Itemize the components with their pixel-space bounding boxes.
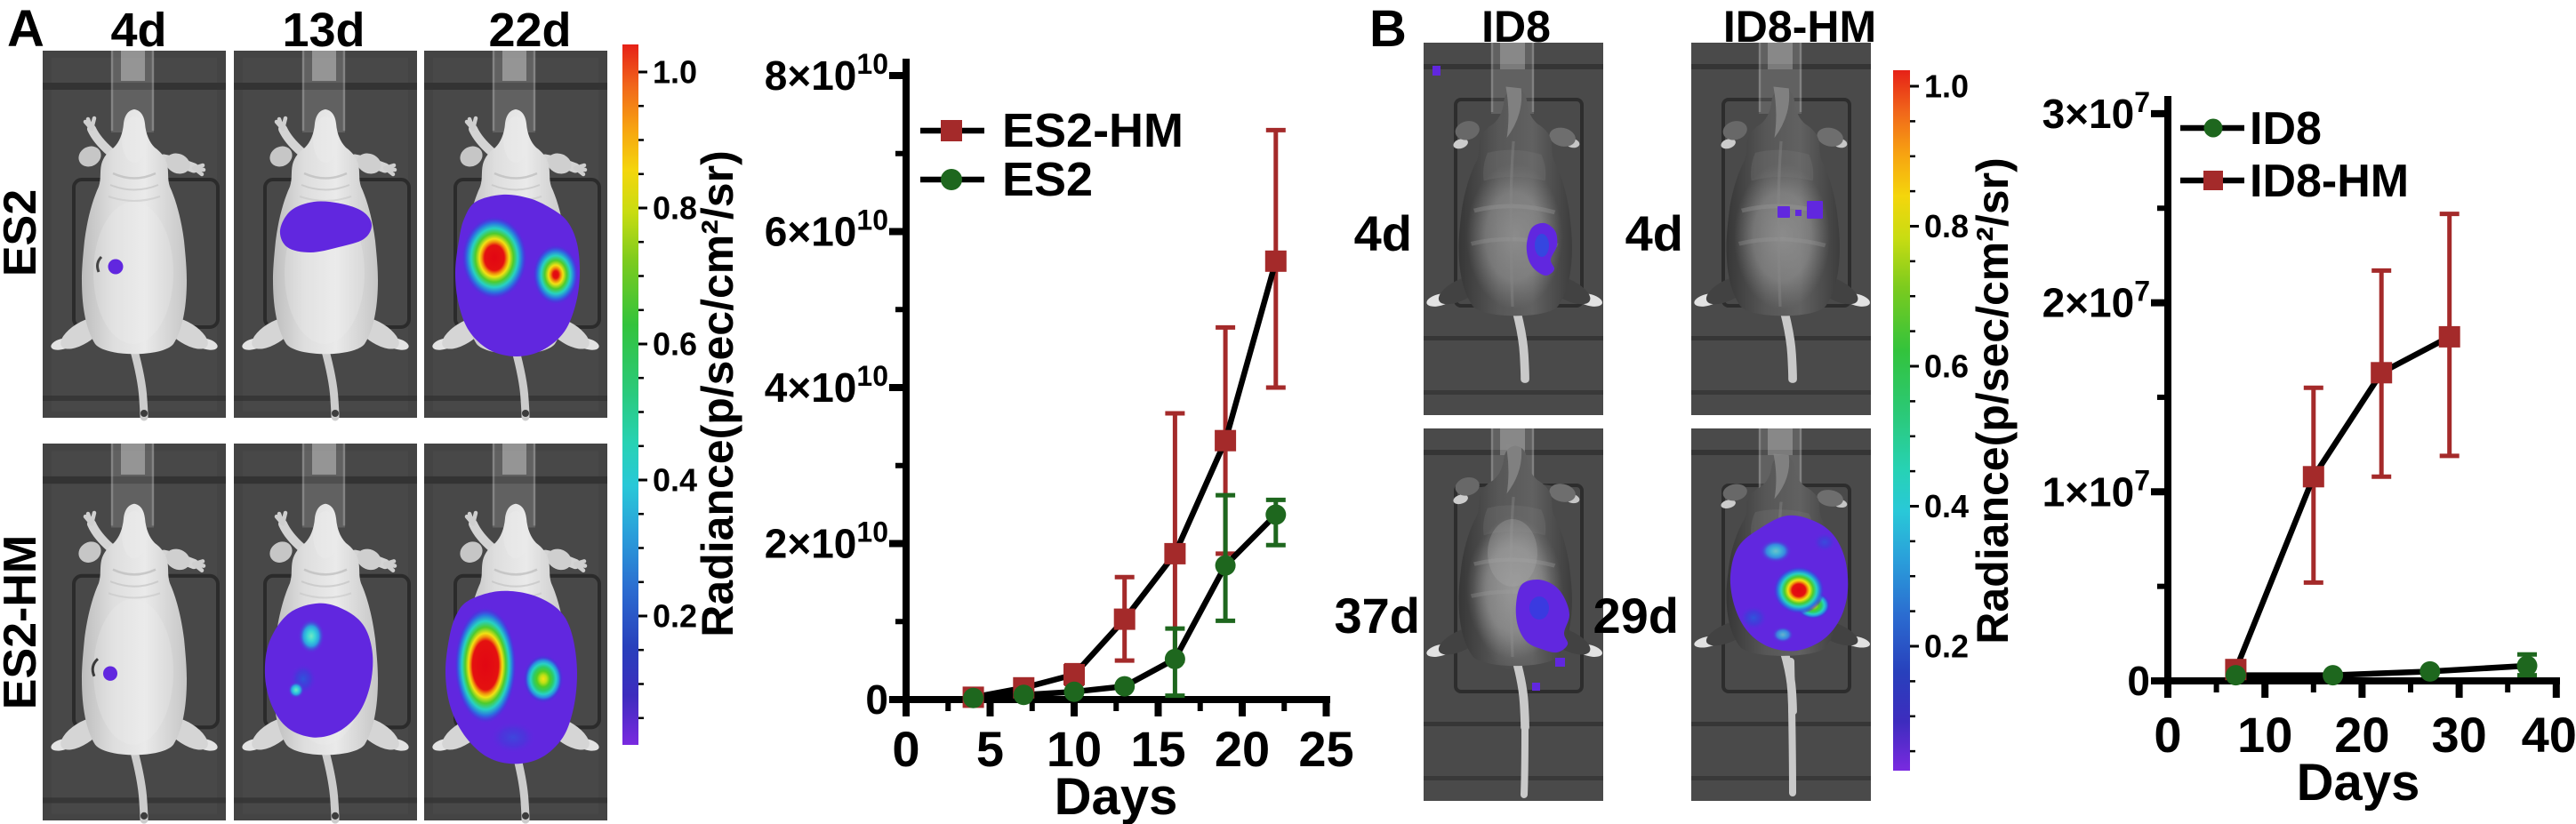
svg-text:B: B bbox=[1369, 0, 1407, 58]
svg-text:0.2: 0.2 bbox=[653, 598, 697, 635]
svg-text:0.2: 0.2 bbox=[1924, 628, 1969, 665]
svg-text:5: 5 bbox=[976, 721, 1004, 777]
svg-text:25: 25 bbox=[1298, 721, 1353, 777]
svg-text:2×107: 2×107 bbox=[2042, 276, 2150, 326]
svg-text:ES2: ES2 bbox=[1002, 153, 1093, 206]
svg-text:4×1010: 4×1010 bbox=[765, 360, 888, 411]
svg-text:0.4: 0.4 bbox=[1924, 488, 1969, 524]
svg-text:40: 40 bbox=[2522, 707, 2576, 763]
svg-text:Radiance(p/sec/cm²/sr): Radiance(p/sec/cm²/sr) bbox=[1968, 157, 2018, 644]
svg-text:Radiance(p/sec/cm²/sr): Radiance(p/sec/cm²/sr) bbox=[693, 150, 742, 636]
svg-text:37d: 37d bbox=[1335, 588, 1421, 644]
svg-text:4d: 4d bbox=[110, 4, 166, 57]
svg-text:A: A bbox=[7, 0, 44, 58]
svg-text:0.8: 0.8 bbox=[1924, 208, 1969, 244]
svg-text:0: 0 bbox=[865, 676, 888, 723]
svg-text:1×107: 1×107 bbox=[2042, 464, 2150, 515]
svg-text:0: 0 bbox=[2154, 707, 2181, 763]
svg-text:3×107: 3×107 bbox=[2042, 86, 2150, 137]
svg-text:0.8: 0.8 bbox=[653, 190, 697, 227]
svg-text:ES2: ES2 bbox=[0, 189, 46, 276]
svg-text:1.0: 1.0 bbox=[1924, 68, 1969, 105]
svg-text:0.4: 0.4 bbox=[653, 462, 697, 499]
svg-text:1.0: 1.0 bbox=[653, 54, 697, 91]
svg-text:30: 30 bbox=[2431, 707, 2486, 763]
svg-text:22d: 22d bbox=[488, 4, 571, 57]
svg-text:20: 20 bbox=[2334, 707, 2389, 763]
svg-text:Days: Days bbox=[1055, 768, 1178, 824]
svg-text:0: 0 bbox=[892, 721, 919, 777]
svg-text:ID8: ID8 bbox=[1481, 2, 1551, 52]
svg-text:0.6: 0.6 bbox=[653, 326, 697, 363]
svg-text:20: 20 bbox=[1215, 721, 1270, 777]
svg-text:ES2-HM: ES2-HM bbox=[0, 535, 46, 709]
svg-text:13d: 13d bbox=[282, 4, 365, 57]
svg-text:10: 10 bbox=[1047, 721, 1102, 777]
svg-text:2×1010: 2×1010 bbox=[765, 516, 888, 567]
svg-text:ES2-HM: ES2-HM bbox=[1002, 104, 1184, 157]
svg-text:ID8-HM: ID8-HM bbox=[1723, 2, 1876, 52]
svg-text:6×1010: 6×1010 bbox=[765, 204, 888, 255]
svg-text:0.6: 0.6 bbox=[1924, 348, 1969, 385]
svg-text:8×1010: 8×1010 bbox=[765, 48, 888, 99]
svg-text:15: 15 bbox=[1130, 721, 1185, 777]
svg-text:4d: 4d bbox=[1354, 205, 1412, 261]
svg-text:4d: 4d bbox=[1625, 205, 1683, 261]
svg-text:10: 10 bbox=[2237, 707, 2292, 763]
svg-text:29d: 29d bbox=[1593, 588, 1680, 644]
svg-text:Days: Days bbox=[2297, 754, 2420, 812]
svg-text:ID8: ID8 bbox=[2250, 103, 2322, 155]
svg-text:0: 0 bbox=[2127, 658, 2150, 704]
svg-text:ID8-HM: ID8-HM bbox=[2250, 156, 2409, 207]
